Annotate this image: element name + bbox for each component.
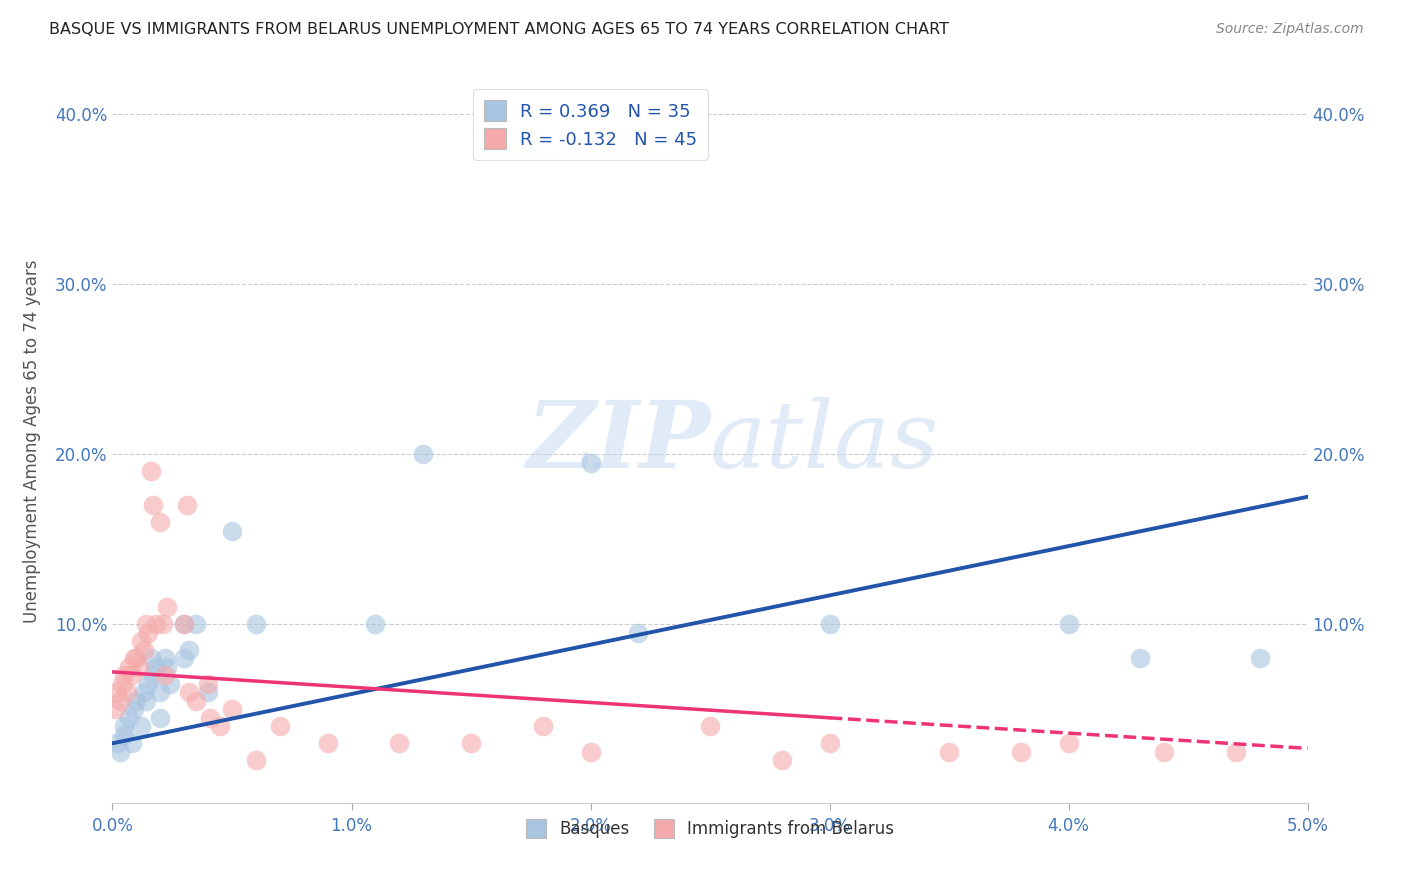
Point — [699, 719, 721, 733]
Point — [200, 711, 222, 725]
Point — [142, 668, 165, 682]
Point — [132, 685, 155, 699]
Point — [145, 660, 167, 674]
Point — [938, 745, 960, 759]
Point — [125, 651, 148, 665]
Point — [209, 719, 232, 733]
Point — [388, 736, 411, 750]
Point — [245, 617, 267, 632]
Point — [118, 660, 141, 674]
Point — [115, 685, 138, 699]
Point — [1249, 651, 1271, 665]
Point — [138, 625, 160, 640]
Point — [108, 694, 131, 708]
Point — [114, 719, 135, 733]
Point — [108, 745, 131, 759]
Point — [1153, 745, 1175, 759]
Text: Source: ZipAtlas.com: Source: ZipAtlas.com — [1216, 22, 1364, 37]
Point — [152, 617, 174, 632]
Point — [129, 634, 152, 648]
Point — [129, 719, 152, 733]
Point — [122, 651, 145, 665]
Point — [770, 753, 793, 767]
Point — [104, 702, 127, 716]
Point — [221, 524, 243, 538]
Point — [114, 728, 135, 742]
Point — [245, 753, 267, 767]
Point — [105, 736, 128, 750]
Point — [579, 745, 602, 759]
Point — [121, 736, 143, 750]
Point — [221, 702, 243, 716]
Point — [105, 685, 128, 699]
Point — [135, 617, 157, 632]
Point — [1129, 651, 1152, 665]
Text: atlas: atlas — [710, 397, 939, 486]
Point — [139, 464, 162, 478]
Point — [531, 719, 554, 733]
Point — [1010, 745, 1032, 759]
Point — [125, 694, 148, 708]
Legend: Basques, Immigrants from Belarus: Basques, Immigrants from Belarus — [519, 813, 901, 845]
Point — [460, 736, 482, 750]
Point — [1057, 736, 1080, 750]
Point — [818, 617, 841, 632]
Point — [149, 711, 172, 725]
Point — [173, 617, 195, 632]
Text: ZIP: ZIP — [526, 397, 710, 486]
Point — [818, 736, 841, 750]
Point — [118, 711, 141, 725]
Point — [177, 685, 200, 699]
Point — [1057, 617, 1080, 632]
Point — [364, 617, 387, 632]
Point — [177, 642, 200, 657]
Point — [149, 516, 172, 530]
Y-axis label: Unemployment Among Ages 65 to 74 years: Unemployment Among Ages 65 to 74 years — [24, 260, 41, 624]
Point — [149, 685, 172, 699]
Point — [153, 651, 176, 665]
Point — [579, 456, 602, 470]
Point — [153, 668, 176, 682]
Point — [139, 651, 162, 665]
Point — [197, 677, 219, 691]
Point — [627, 625, 650, 640]
Point — [269, 719, 291, 733]
Point — [142, 498, 165, 512]
Point — [159, 677, 181, 691]
Point — [156, 660, 179, 674]
Point — [186, 694, 208, 708]
Point — [173, 617, 195, 632]
Point — [132, 642, 155, 657]
Point — [156, 600, 179, 615]
Point — [1225, 745, 1247, 759]
Point — [121, 668, 143, 682]
Point — [412, 447, 434, 461]
Point — [138, 677, 160, 691]
Point — [114, 668, 135, 682]
Point — [173, 651, 195, 665]
Text: BASQUE VS IMMIGRANTS FROM BELARUS UNEMPLOYMENT AMONG AGES 65 TO 74 YEARS CORRELA: BASQUE VS IMMIGRANTS FROM BELARUS UNEMPL… — [49, 22, 949, 37]
Point — [197, 685, 219, 699]
Point — [135, 694, 157, 708]
Point — [316, 736, 339, 750]
Point — [122, 702, 145, 716]
Point — [186, 617, 208, 632]
Point — [176, 498, 198, 512]
Point — [128, 660, 150, 674]
Point — [111, 677, 134, 691]
Point — [145, 617, 167, 632]
